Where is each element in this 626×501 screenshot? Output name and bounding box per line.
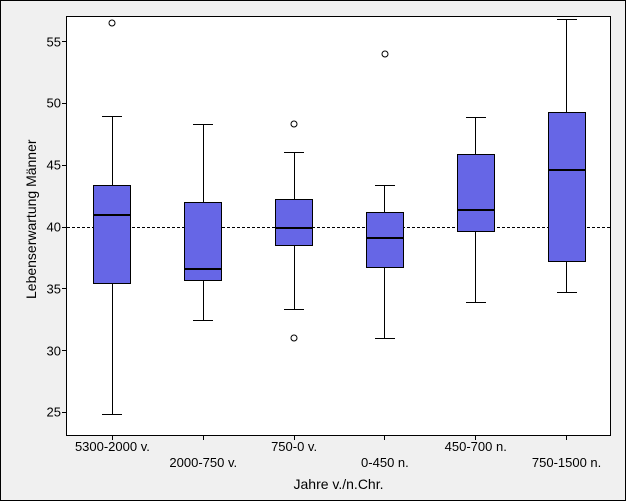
whisker-lower bbox=[203, 281, 204, 319]
x-tick-mark bbox=[566, 435, 567, 440]
x-tick-label: 450-700 n. bbox=[445, 439, 507, 454]
whisker-upper bbox=[112, 116, 113, 185]
whisker-cap-lower bbox=[193, 320, 213, 321]
outlier-point bbox=[291, 335, 298, 342]
x-tick-label: 0-450 n. bbox=[361, 455, 409, 470]
y-tick-label: 55 bbox=[47, 34, 61, 49]
median-line bbox=[366, 237, 404, 239]
x-tick-label: 2000-750 v. bbox=[169, 455, 237, 470]
whisker-cap-lower bbox=[284, 309, 304, 310]
plot-area: 253035404550555300-2000 v.2000-750 v.750… bbox=[66, 16, 611, 436]
whisker-upper bbox=[203, 124, 204, 202]
outlier-point bbox=[109, 20, 116, 27]
whisker-upper bbox=[475, 117, 476, 154]
whisker-cap-upper bbox=[557, 19, 577, 20]
box bbox=[93, 185, 131, 284]
outlier-point bbox=[291, 121, 298, 128]
whisker-cap-upper bbox=[193, 124, 213, 125]
whisker-lower bbox=[112, 284, 113, 414]
whisker-upper bbox=[384, 185, 385, 212]
y-tick-label: 35 bbox=[47, 281, 61, 296]
median-line bbox=[275, 227, 313, 229]
x-axis-title: Jahre v./n.Chr. bbox=[293, 476, 383, 492]
whisker-cap-upper bbox=[284, 152, 304, 153]
whisker-upper bbox=[566, 19, 567, 112]
median-line bbox=[548, 169, 586, 171]
box bbox=[548, 112, 586, 261]
whisker-cap-lower bbox=[102, 414, 122, 415]
x-tick-mark bbox=[384, 435, 385, 440]
y-axis-title: Lebenserwartung Männer bbox=[23, 139, 39, 299]
median-line bbox=[93, 214, 131, 216]
x-tick-label: 750-1500 n. bbox=[532, 455, 601, 470]
y-tick-label: 40 bbox=[47, 220, 61, 235]
whisker-cap-upper bbox=[375, 185, 395, 186]
x-tick-mark bbox=[203, 435, 204, 440]
whisker-lower bbox=[566, 262, 567, 293]
y-tick-label: 45 bbox=[47, 158, 61, 173]
whisker-lower bbox=[294, 246, 295, 309]
y-tick-mark bbox=[62, 288, 67, 289]
reference-line bbox=[67, 227, 610, 228]
y-tick-label: 50 bbox=[47, 96, 61, 111]
y-tick-mark bbox=[62, 165, 67, 166]
whisker-upper bbox=[294, 152, 295, 199]
box bbox=[457, 154, 495, 232]
whisker-cap-lower bbox=[375, 338, 395, 339]
y-tick-mark bbox=[62, 41, 67, 42]
y-tick-label: 25 bbox=[47, 405, 61, 420]
whisker-cap-upper bbox=[466, 117, 486, 118]
median-line bbox=[457, 209, 495, 211]
whisker-lower bbox=[475, 232, 476, 302]
whisker-lower bbox=[384, 268, 385, 338]
whisker-cap-lower bbox=[466, 302, 486, 303]
chart-container: 25 30 35 40 45 50 55 5300-2000 v. 2000-750 v. 750… bbox=[0, 0, 626, 501]
median-line bbox=[184, 268, 222, 270]
box bbox=[366, 212, 404, 268]
x-tick-label: 5300-2000 v. bbox=[75, 439, 150, 454]
y-tick-mark bbox=[62, 412, 67, 413]
y-tick-mark bbox=[62, 103, 67, 104]
box bbox=[275, 199, 313, 246]
whisker-cap-upper bbox=[102, 116, 122, 117]
outlier-point bbox=[381, 51, 388, 58]
y-tick-label: 30 bbox=[47, 343, 61, 358]
x-tick-label: 750-0 v. bbox=[271, 439, 317, 454]
y-tick-mark bbox=[62, 350, 67, 351]
whisker-cap-lower bbox=[557, 292, 577, 293]
